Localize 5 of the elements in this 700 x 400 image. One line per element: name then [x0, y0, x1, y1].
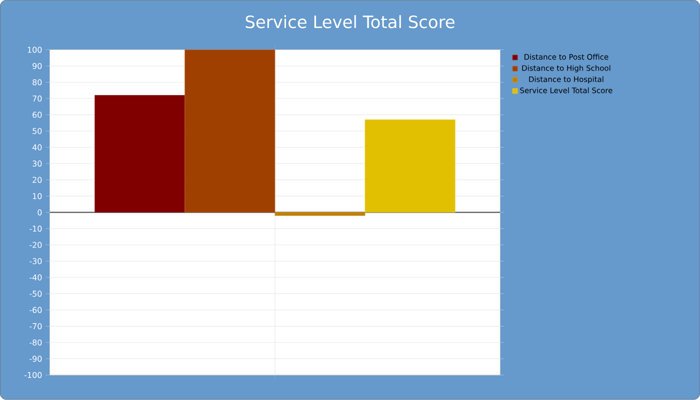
bar — [94, 95, 186, 213]
bar — [364, 120, 456, 213]
bar — [274, 212, 366, 216]
chart-title: Service Level Total Score — [246, 15, 454, 28]
bar — [184, 50, 276, 213]
